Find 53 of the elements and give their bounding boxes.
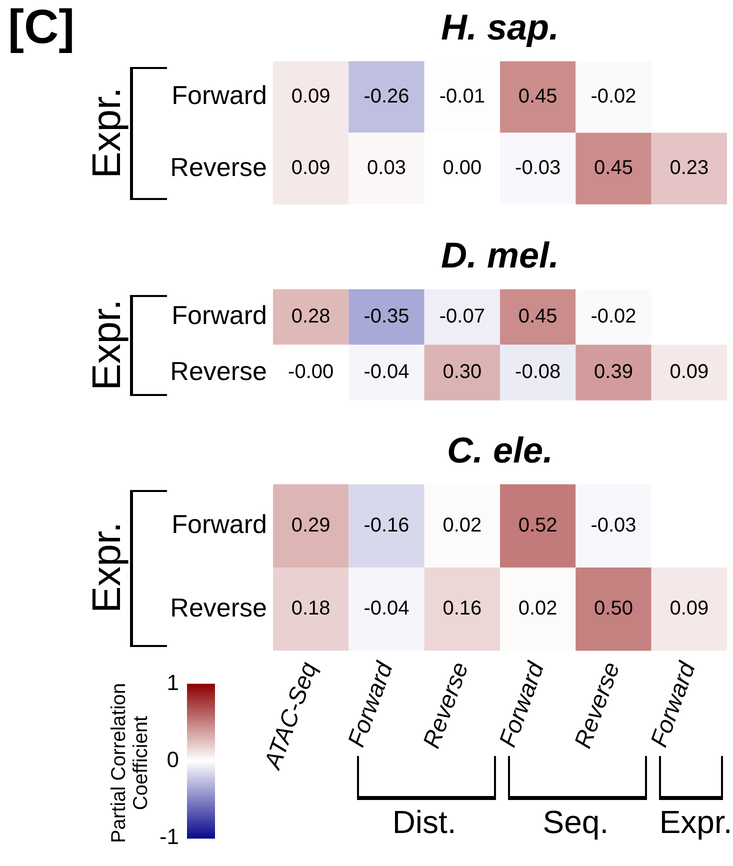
data-label: 0.09 (670, 361, 709, 384)
y-axis-title: Expr. (85, 522, 130, 614)
y-tick-label: Forward (172, 80, 267, 110)
y-tick-label: Forward (172, 300, 267, 330)
data-label: 0.39 (594, 361, 633, 384)
data-label: 0.03 (367, 157, 406, 180)
color-bar-label: -1 (159, 824, 179, 850)
data-label: 0.09 (291, 157, 330, 180)
text: Seq. (542, 804, 610, 841)
data-label: -0.08 (515, 361, 561, 384)
data-label: -0.02 (590, 306, 636, 328)
data-label: -0.01 (439, 86, 485, 108)
data-label: -0.07 (439, 306, 485, 328)
color-bar-title: Partial Correlation Coefficient (108, 682, 152, 846)
y-axis-title: Expr. (85, 87, 130, 178)
text: [C] (8, 0, 75, 55)
data-label: -0.35 (364, 306, 410, 328)
data-label: -0.02 (590, 86, 636, 108)
data-label: 0.45 (518, 306, 558, 328)
data-label: 0.00 (442, 157, 482, 180)
y-axis-title: Expr. (85, 299, 130, 390)
data-label: 0.45 (518, 86, 558, 108)
data-label: 0.02 (518, 598, 558, 620)
y-tick-label: Reverse (170, 592, 267, 622)
color-bar-label: 0 (166, 746, 179, 772)
text: Expr. (659, 804, 732, 841)
data-label: 0.52 (518, 514, 558, 536)
data-label: -0.03 (515, 157, 561, 180)
data-label: 0.09 (670, 598, 709, 620)
y-tick-label: Reverse (170, 356, 267, 386)
y-tick-label: Reverse (170, 152, 267, 182)
text: Dist. (391, 804, 458, 841)
data-label: -0.04 (364, 598, 410, 620)
chart-title: H. sap. (440, 6, 560, 48)
data-label: -0.04 (364, 361, 410, 384)
chart-title: C. ele. (446, 430, 554, 471)
data-label: -0.03 (590, 514, 636, 536)
y-tick-label: Forward (172, 509, 267, 539)
data-label: 0.50 (594, 598, 633, 620)
data-label: 0.18 (291, 598, 330, 620)
data-label: 0.30 (442, 361, 482, 384)
data-label: 0.45 (594, 157, 633, 180)
color-bar-label: 1 (166, 670, 179, 695)
data-label: -0.26 (364, 86, 410, 108)
data-label: 0.28 (291, 306, 330, 328)
data-label: 0.29 (291, 514, 330, 536)
chart-title: D. mel. (440, 234, 560, 276)
data-label: 0.16 (442, 598, 482, 620)
data-label: -0.00 (288, 361, 334, 384)
data-label: 0.23 (670, 157, 709, 180)
data-label: 0.09 (291, 86, 330, 108)
data-label: -0.16 (364, 514, 410, 536)
data-label: 0.02 (442, 514, 482, 536)
